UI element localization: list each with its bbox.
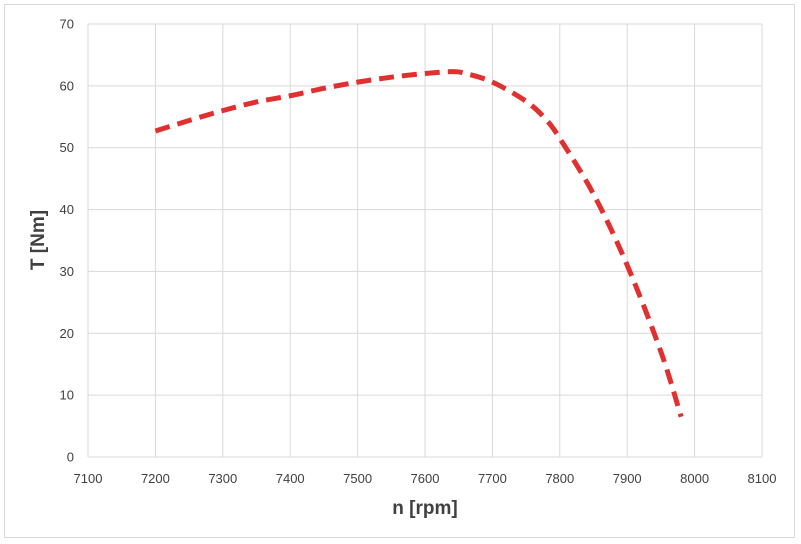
tick-labels: 0 10 20 30 40 50 60 70 7100 7200 7300 7400 7500 7600 7… [60, 17, 777, 487]
y-tick-label: 20 [60, 326, 74, 341]
x-tick-label: 7800 [545, 471, 574, 486]
y-tick-label: 70 [60, 17, 74, 32]
torque-series-line [154, 69, 684, 418]
gridlines [87, 23, 763, 458]
series-layer [154, 69, 684, 418]
x-tick-label: 7100 [74, 471, 103, 486]
x-tick-label: 7700 [478, 471, 507, 486]
x-tick-label: 7500 [343, 471, 372, 486]
x-tick-label: 7200 [141, 471, 170, 486]
y-tick-label: 30 [60, 264, 74, 279]
y-tick-label: 0 [67, 450, 74, 465]
y-tick-label: 40 [60, 202, 74, 217]
x-tick-label: 7400 [276, 471, 305, 486]
x-tick-label: 7300 [208, 471, 237, 486]
x-tick-label: 7900 [613, 471, 642, 486]
x-axis-title: n [rpm] [392, 498, 457, 519]
y-tick-label: 10 [60, 388, 74, 403]
x-tick-label: 7600 [411, 471, 440, 486]
x-tick-label: 8100 [748, 471, 777, 486]
y-axis-title: T [Nm] [28, 210, 49, 270]
y-tick-label: 50 [60, 140, 74, 155]
y-tick-label: 60 [60, 78, 74, 93]
x-tick-label: 8000 [680, 471, 709, 486]
